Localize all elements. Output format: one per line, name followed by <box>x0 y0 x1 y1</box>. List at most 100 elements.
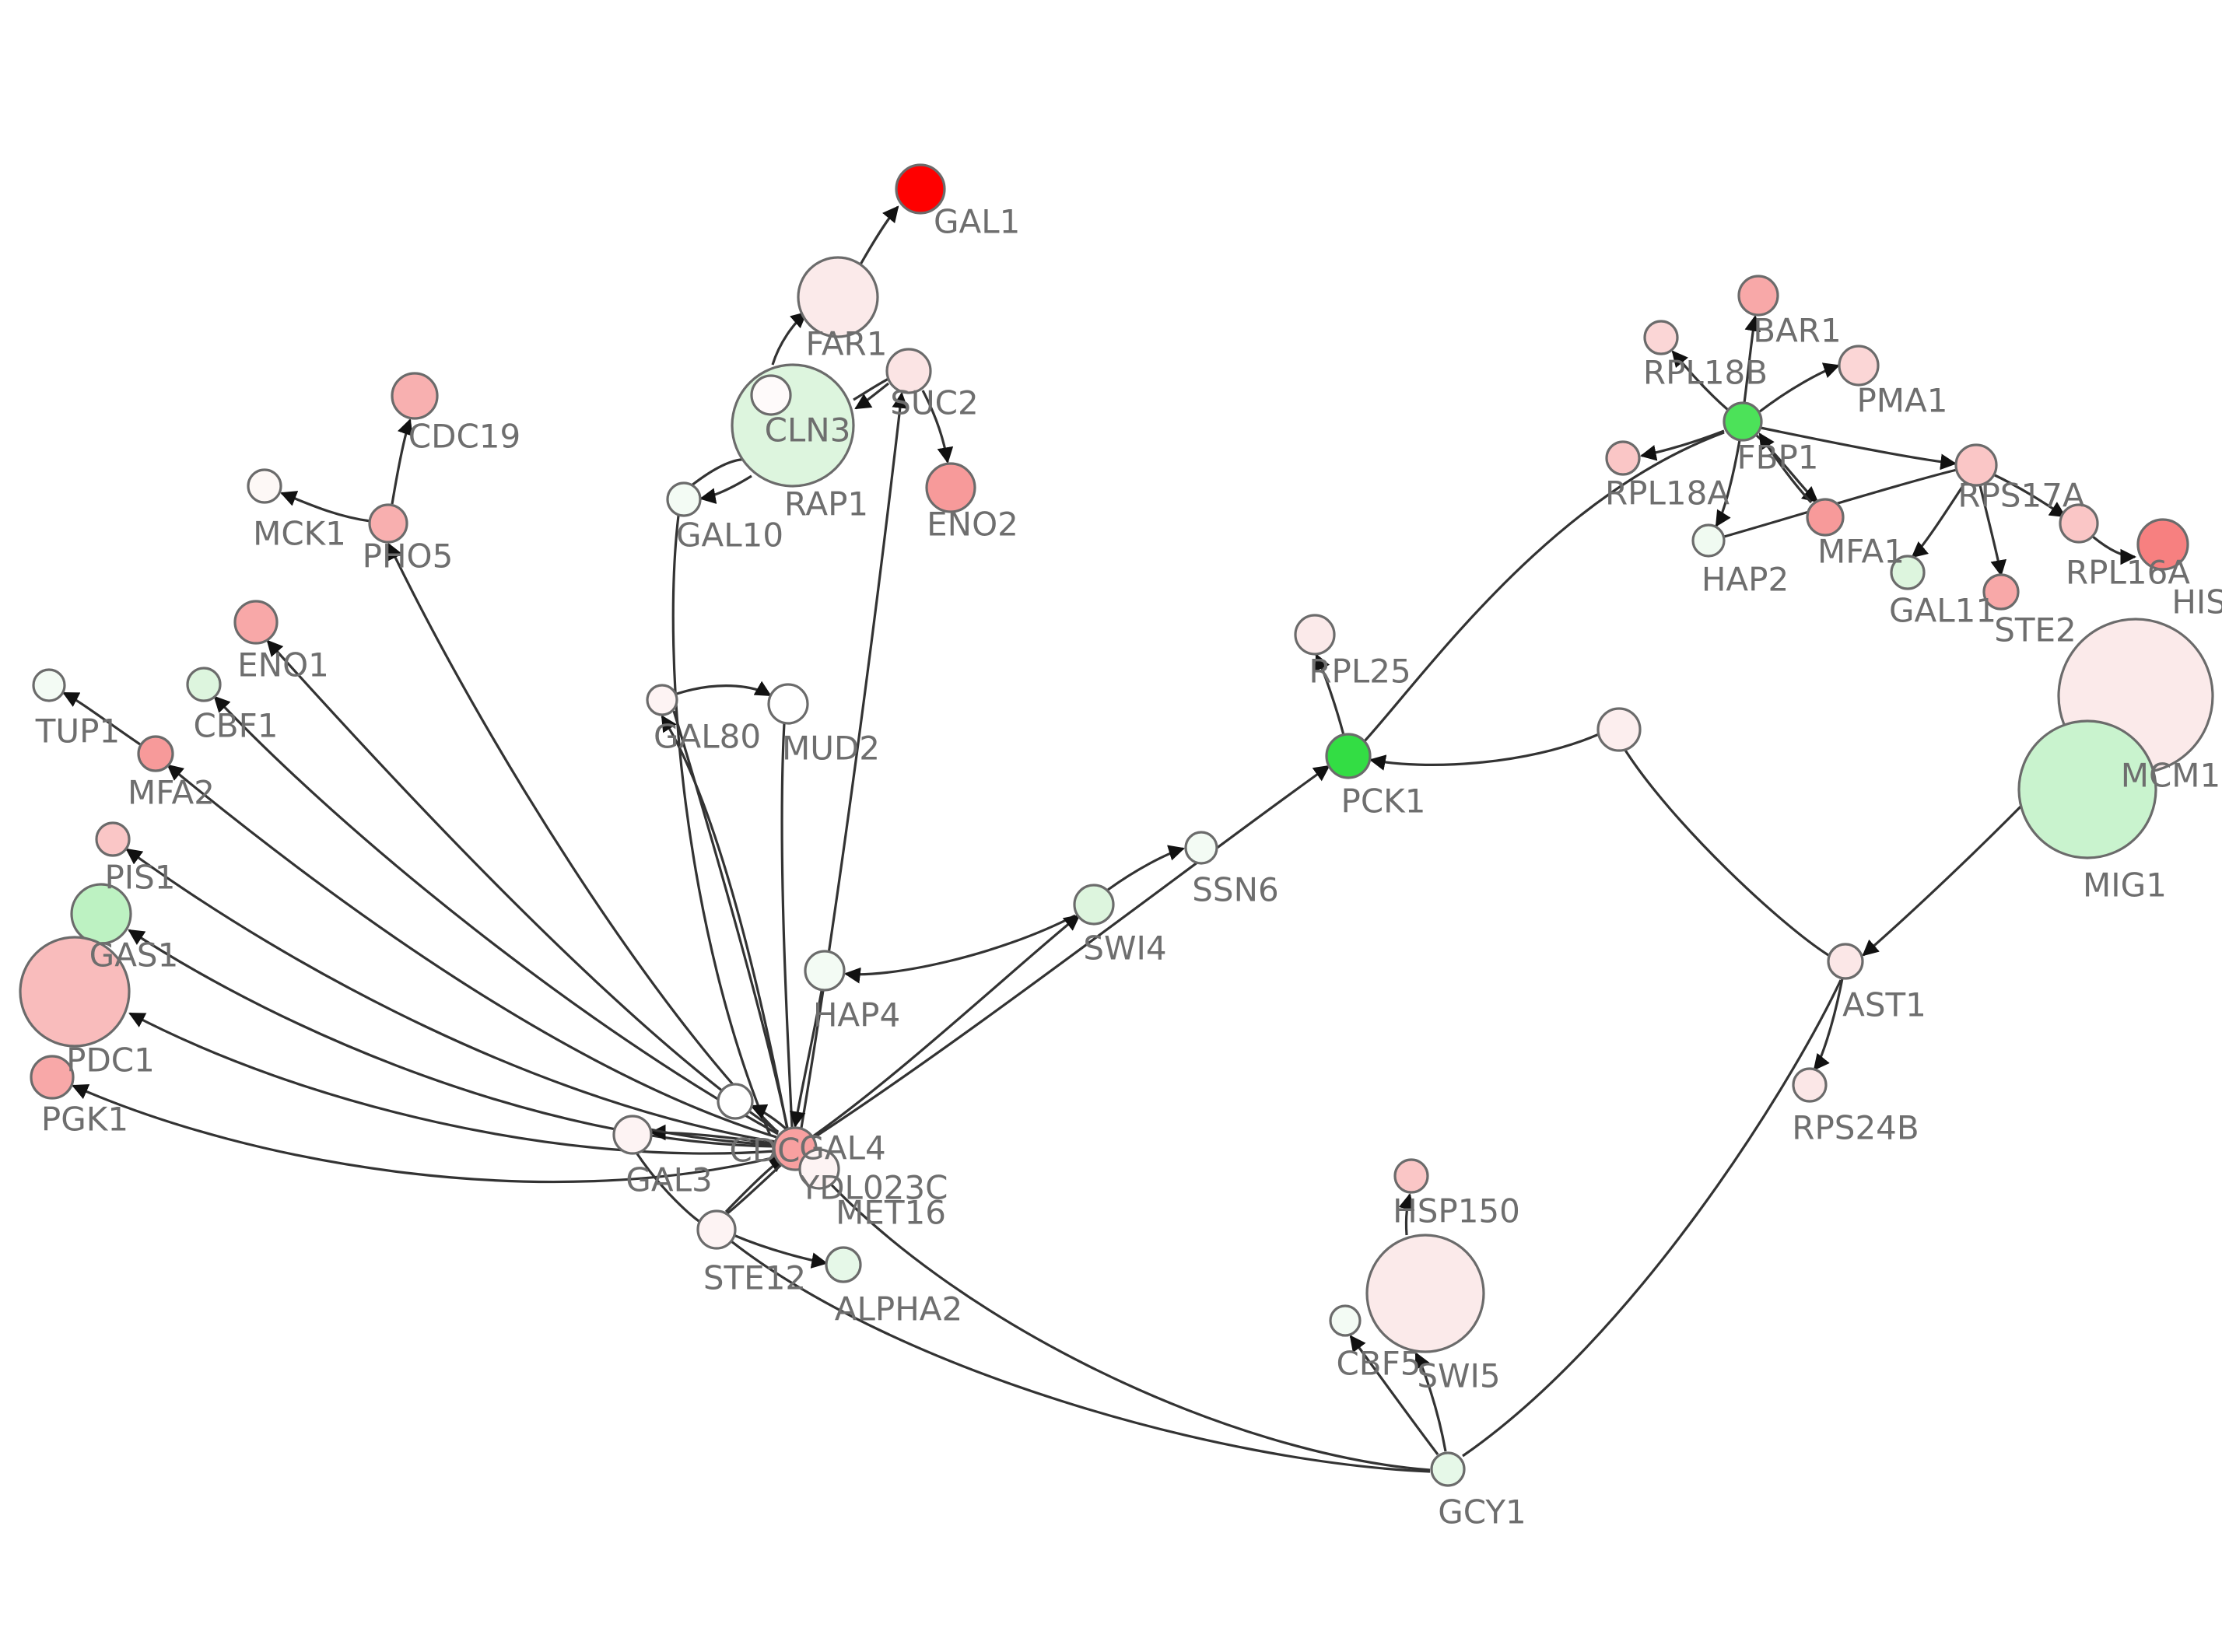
edge-GAL4-to-PHO5 <box>387 543 780 1134</box>
node-suc2[interactable] <box>885 348 932 394</box>
node-label-pck1: PCK1 <box>1341 782 1426 821</box>
node-far1[interactable] <box>797 256 879 338</box>
node-gal10[interactable] <box>666 481 702 517</box>
node-hsp150[interactable] <box>1393 1158 1429 1194</box>
edge-FBP1-to-BAR1 <box>1743 314 1761 404</box>
node-cdc19[interactable] <box>391 372 439 420</box>
node-label-hap2: HAP2 <box>1702 561 1789 599</box>
edge-RPS17A-to-STE2 <box>1978 485 2007 577</box>
node-rpl18b[interactable] <box>1643 320 1679 355</box>
node-rpl18a[interactable] <box>1605 440 1641 476</box>
edge-GAL4-to-GAL80 <box>661 715 789 1130</box>
edge-AST1-to-RPS24B <box>1813 978 1844 1071</box>
node-rpl25[interactable] <box>1294 614 1336 656</box>
node-label-ydl023c: YDL023C <box>799 1169 948 1207</box>
edge-GAL10-to-GAL4 <box>671 515 772 1136</box>
node-cbf1[interactable] <box>186 667 222 702</box>
node-pgk1[interactable] <box>30 1055 75 1100</box>
node-rap1[interactable] <box>750 374 792 416</box>
edge-MUD2-to-GAL4 <box>780 723 794 1128</box>
node-rps17a[interactable] <box>1954 443 1998 487</box>
node-label-gal10: GAL10 <box>676 516 783 555</box>
node-label-gal11: GAL11 <box>1889 592 1996 630</box>
edge-SWI4-to-HAP4 <box>843 914 1076 984</box>
node-tup1[interactable] <box>32 668 66 702</box>
node-swi4[interactable] <box>1073 884 1115 926</box>
node-eno1[interactable] <box>233 600 279 645</box>
edge-NODE_A-to-PCK1 <box>1369 733 1600 771</box>
node-label-mud2: MUD2 <box>782 730 880 768</box>
node-hap4[interactable] <box>804 950 846 992</box>
node-eno2[interactable] <box>925 462 976 513</box>
node-pck1[interactable] <box>1325 733 1372 779</box>
node-rps24b[interactable] <box>1792 1067 1828 1103</box>
edge-MFA1-to-FBP1 <box>1758 432 1813 504</box>
node-gcy1[interactable] <box>1430 1451 1466 1487</box>
node-label-bar1: BAR1 <box>1753 312 1841 350</box>
node-ast1[interactable] <box>1827 943 1864 980</box>
node-fbp1[interactable] <box>1723 401 1763 442</box>
edge-GAL4-to-MFA2 <box>166 764 777 1139</box>
node-pis1[interactable] <box>95 821 131 857</box>
node-his4[interactable] <box>2136 518 2189 571</box>
node-label-ssn6: SSN6 <box>1192 871 1278 909</box>
node-mud2[interactable] <box>767 683 809 725</box>
node-cdc[interactable] <box>717 1083 754 1120</box>
node-gal11[interactable] <box>1890 555 1926 590</box>
node-label-ste2: STE2 <box>1994 611 2077 649</box>
node-alpha2[interactable] <box>825 1246 862 1283</box>
node-gal3[interactable] <box>612 1115 653 1155</box>
node-pma1[interactable] <box>1838 345 1880 387</box>
edge-SUC2-to-CLN3 <box>854 382 889 410</box>
node-rpl16a[interactable] <box>2059 503 2099 544</box>
edge-GAL4-to-GAS1 <box>128 929 776 1148</box>
node-mfa2[interactable] <box>137 735 174 772</box>
node-ydl023c[interactable] <box>798 1148 840 1190</box>
node-label-mig1: MIG1 <box>2083 866 2167 905</box>
node-mck1[interactable] <box>247 468 282 504</box>
node-cbf5[interactable] <box>1329 1304 1362 1337</box>
node-label-gal4: GAL4 <box>799 1129 885 1167</box>
edge-FBP1-to-RPL18A <box>1639 429 1725 461</box>
node-label-rps24b: RPS24B <box>1792 1109 1919 1147</box>
edge-CLN3-to-FAR1 <box>771 311 808 366</box>
node-ssn6[interactable] <box>1184 831 1218 865</box>
edge-FBP1-to-PMA1 <box>1759 362 1840 413</box>
node-label-tup1: TUP1 <box>35 712 120 751</box>
node-label-rpl18b: RPL18B <box>1643 354 1768 392</box>
node-label-eno2: ENO2 <box>927 506 1018 544</box>
edge-FBP1-to-RPL18B <box>1671 350 1730 411</box>
edge-GAL4-to-SUC2 <box>800 391 909 1129</box>
edge-FAR1-to-GAL1 <box>859 205 899 265</box>
node-node_a[interactable] <box>1596 707 1642 752</box>
node-label-alpha2: ALPHA2 <box>835 1290 963 1328</box>
node-ste2[interactable] <box>1982 573 2020 611</box>
node-label-pgk1: PGK1 <box>41 1101 128 1139</box>
edge-RPL16A-to-HIS4 <box>2091 535 2137 565</box>
node-pho5[interactable] <box>368 503 408 544</box>
node-label-cbf5: CBF5 <box>1336 1345 1421 1383</box>
node-gal80[interactable] <box>646 684 678 716</box>
node-bar1[interactable] <box>1737 275 1779 317</box>
node-mfa1[interactable] <box>1806 498 1845 537</box>
node-label-hsp150: HSP150 <box>1393 1192 1520 1230</box>
node-hap2[interactable] <box>1691 523 1726 558</box>
node-label-gal1: GAL1 <box>934 203 1020 241</box>
node-gal1[interactable] <box>895 163 946 215</box>
edge-GCY1-to-AST1 <box>1462 979 1842 1458</box>
node-label-fbp1: FBP1 <box>1737 439 1818 477</box>
node-label-eno1: ENO1 <box>237 646 329 684</box>
node-label-pho5: PHO5 <box>363 537 454 576</box>
node-pdc1[interactable] <box>19 936 131 1048</box>
node-mig1[interactable] <box>2017 719 2157 859</box>
node-label-rpl18a: RPL18A <box>1605 474 1730 513</box>
edge-GAL4-to-CDC <box>750 1104 789 1132</box>
node-label-rps17a: RPS17A <box>1957 477 2085 515</box>
edge-RPS17A-to-RPL16A <box>1992 473 2066 518</box>
node-swi5[interactable] <box>1365 1234 1485 1353</box>
node-ste12[interactable] <box>696 1209 737 1250</box>
edge-GAL4-to-PCK1 <box>811 765 1330 1140</box>
node-label-gal80: GAL80 <box>654 718 761 756</box>
